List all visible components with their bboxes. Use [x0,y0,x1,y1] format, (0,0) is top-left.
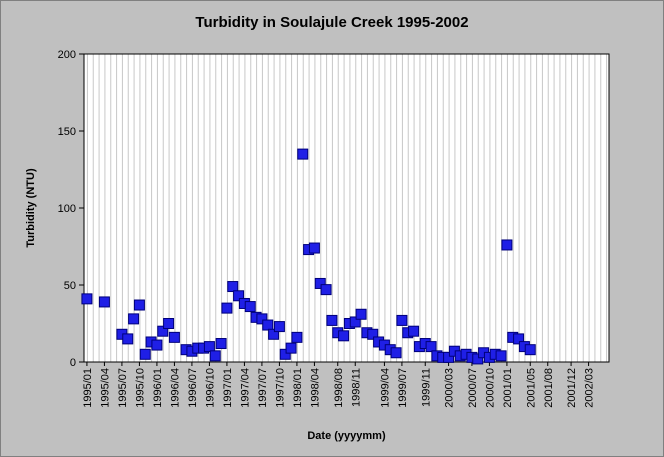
x-tick-label: 1995/04 [99,368,111,408]
data-point [221,302,233,314]
x-tick-label: 1995/10 [134,368,146,408]
x-tick-label: 1995/07 [117,368,129,408]
data-point [273,321,285,333]
data-point [349,316,361,328]
x-tick-label: 2000/10 [484,368,496,408]
data-point [291,331,303,343]
data-point [472,353,484,365]
data-point [268,328,280,340]
x-tick-label: 1998/01 [292,368,304,408]
y-tick-label: 100 [58,203,76,215]
chart-title: Turbidity in Soulajule Creek 1995-2002 [195,14,469,31]
x-tick-label: 1996/07 [187,368,199,408]
x-tick-label: 1998/11 [350,368,362,407]
y-tick-label: 50 [64,280,76,292]
x-tick-label: 1996/01 [152,368,164,408]
y-tick-label: 0 [70,357,76,369]
data-point [443,351,455,363]
data-point [98,296,110,308]
data-point [203,341,215,353]
x-tick-label: 1997/07 [257,368,269,408]
x-tick-label: 2001/08 [543,368,555,408]
data-point [244,301,256,313]
data-point [338,330,350,342]
data-point [314,277,326,289]
data-point [524,344,536,356]
data-point [163,318,175,329]
data-point [425,341,437,353]
x-tick-label: 2001/12 [566,368,578,408]
data-point [151,339,163,351]
plot-border [83,53,610,363]
data-point [209,350,221,362]
x-tick-label: 1999/11 [420,368,432,407]
x-tick-label: 1995/01 [82,368,94,408]
data-point [367,328,379,340]
data-point [227,281,239,293]
data-point [326,314,338,326]
data-point [320,284,332,296]
x-tick-label: 1997/01 [222,368,234,408]
data-point [262,319,274,331]
data-point [501,239,513,251]
x-tick-label: 1997/10 [274,368,286,408]
x-tick-label: 1998/04 [309,368,321,408]
x-tick-label: 1999/07 [397,368,409,408]
data-point [168,331,180,343]
plot-background [84,54,609,362]
data-point [396,314,408,326]
data-point [513,333,525,345]
x-tick-label: 2000/03 [444,368,456,408]
x-tick-label: 2002/03 [584,368,596,408]
data-point [297,148,309,160]
data-point [215,338,227,350]
data-point [122,333,134,345]
data-point [308,242,320,254]
data-point [157,325,169,337]
x-tick-label: 2000/07 [467,368,479,408]
x-tick-label: 2001/01 [502,368,514,408]
y-tick-label: 150 [58,126,76,138]
data-point [285,342,297,354]
x-tick-label: 1998/08 [333,368,345,408]
x-tick-label: 2001/05 [525,368,537,408]
data-point [390,347,402,359]
data-point [408,325,420,337]
x-tick-label: 1996/04 [169,368,181,408]
x-tick-label: 1997/04 [239,368,251,408]
data-point [233,290,245,302]
x-tick-label: 1996/10 [204,368,216,408]
x-axis-label: Date (yyyymm) [307,430,386,442]
data-point [495,350,507,362]
data-point [128,313,140,325]
data-point [81,293,93,305]
y-tick-label: 200 [58,49,76,61]
data-point [355,308,367,320]
x-tick-label: 1999/04 [379,368,391,408]
data-point [133,299,145,311]
data-point [139,348,151,360]
data-point [279,348,291,360]
data-point [256,313,268,325]
